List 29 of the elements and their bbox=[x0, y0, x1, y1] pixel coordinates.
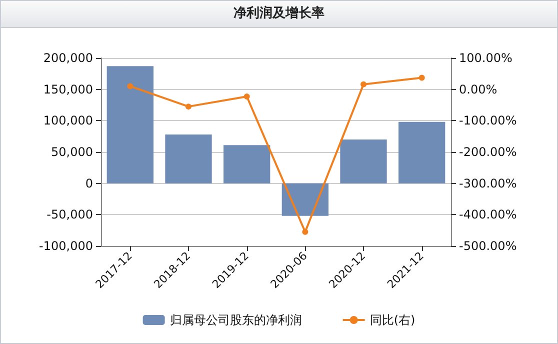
y-tick-label: 150,000 bbox=[43, 82, 93, 96]
y2-tick-label: 0.00% bbox=[459, 82, 498, 96]
legend-label: 归属母公司股东的净利润 bbox=[170, 313, 302, 327]
bar bbox=[165, 134, 212, 184]
bar bbox=[398, 122, 446, 184]
y2-tick-label: 100.00% bbox=[459, 51, 512, 65]
y-tick-label: 100,000 bbox=[43, 114, 93, 128]
y-tick-label: 200,000 bbox=[43, 51, 93, 65]
y2-tick-label: -200.00% bbox=[459, 145, 517, 159]
chart-title: 净利润及增长率 bbox=[1, 1, 557, 28]
point bbox=[127, 83, 134, 90]
y-tick-label: -50,000 bbox=[46, 208, 93, 222]
point bbox=[186, 104, 192, 110]
bar bbox=[282, 183, 328, 216]
y2-tick-label: -400.00% bbox=[459, 208, 517, 222]
point bbox=[302, 228, 308, 235]
y-tick-label: -100,000 bbox=[39, 239, 93, 253]
bar bbox=[106, 66, 154, 184]
legend-label: 同比(右) bbox=[370, 313, 416, 327]
bar bbox=[224, 145, 270, 184]
y-tick-label: 0 bbox=[85, 176, 93, 190]
y-tick-label: 50,000 bbox=[51, 145, 93, 159]
y2-tick-label: -500.00% bbox=[459, 239, 517, 253]
point bbox=[418, 74, 425, 81]
y2-tick-label: -300.00% bbox=[459, 176, 517, 190]
point bbox=[244, 94, 250, 100]
y2-tick-label: -100.00% bbox=[459, 114, 517, 128]
point bbox=[360, 81, 366, 88]
bar bbox=[340, 139, 387, 184]
